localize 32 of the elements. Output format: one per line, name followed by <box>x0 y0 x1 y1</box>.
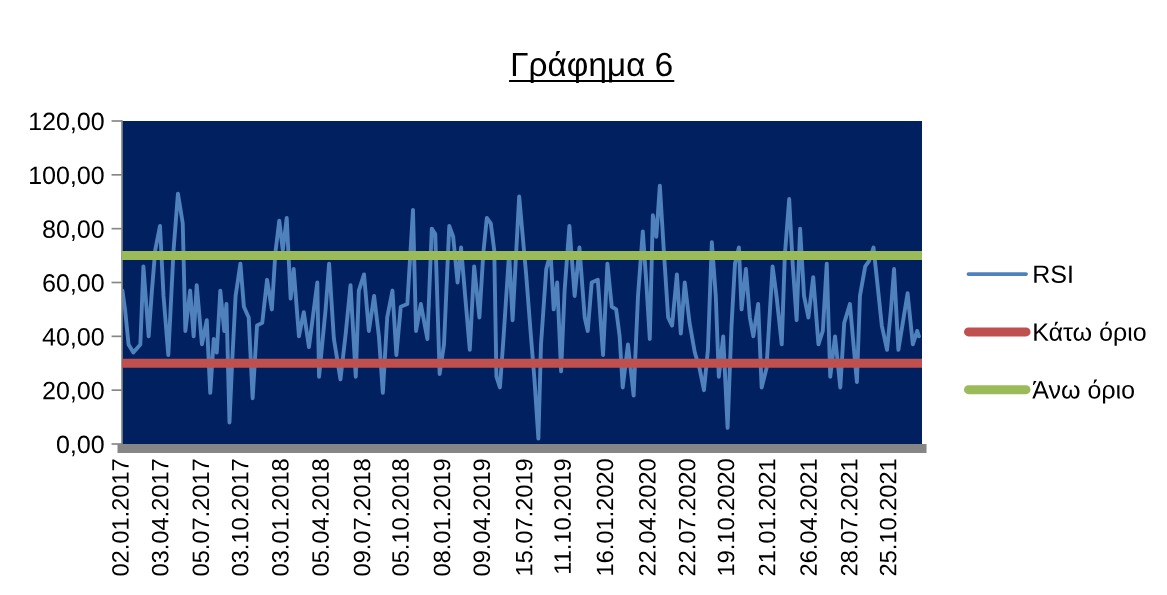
x-tick-label: 28.07.2021 <box>840 459 858 576</box>
x-tick-label: 09.07.2018 <box>353 459 371 576</box>
x-tick-label: 05.10.2018 <box>392 459 409 576</box>
x-tick-label: 08.01.2019 <box>433 459 451 576</box>
x-tick-label: 19.10.2020 <box>717 459 735 575</box>
x-tick-label: 11.10.2019 <box>554 459 571 573</box>
x-tick-label: 21.01.2021 <box>758 459 776 576</box>
x-tick-label: 05.04.2018 <box>312 459 329 576</box>
x-tick-label: 25.10.2021 <box>879 459 897 576</box>
x-tick-label: 03.10.2017 <box>231 459 249 576</box>
x-tick-label: 02.01.2017 <box>112 459 129 576</box>
y-tick-label: 60,00 <box>43 274 104 295</box>
x-tick-label: 26.04.2021 <box>800 459 817 576</box>
y-tick-label: 80,00 <box>43 220 104 241</box>
x-tick-label: 05.07.2017 <box>192 459 210 576</box>
y-tick-label: 20,00 <box>43 381 104 403</box>
x-tick-label: 09.04.2019 <box>473 459 491 576</box>
y-tick-label: 120,00 <box>30 112 104 134</box>
chart-title: Γράφημα 6 <box>512 50 672 83</box>
x-tick-label: 22.07.2020 <box>678 459 696 576</box>
x-tick-label: 03.04.2017 <box>151 459 169 576</box>
x-tick-label: 03.01.2018 <box>271 459 289 576</box>
x-tick-label: 15.07.2019 <box>515 459 533 575</box>
legend-label: RSI <box>1034 265 1072 284</box>
legend-label: Κάτω όριο <box>1034 321 1146 346</box>
y-tick-label: 100,00 <box>30 166 104 188</box>
x-tick-label: 16.01.2020 <box>596 459 614 575</box>
y-tick-label: 40,00 <box>42 327 104 349</box>
legend-label: Άνω όριο <box>1032 379 1134 404</box>
y-tick-label: 0,00 <box>56 435 104 457</box>
line-series <box>122 183 921 441</box>
x-tick-label: 22.04.2020 <box>638 459 656 576</box>
